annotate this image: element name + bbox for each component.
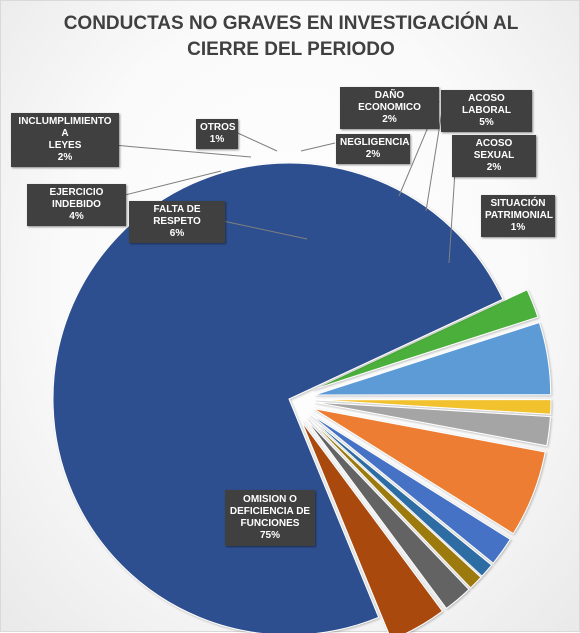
leader-line-falta [222, 220, 308, 240]
pie-slice-omision-o-deficiencia-de-funciones-10 [52, 162, 504, 633]
pie-slice-unlabeled-9 [301, 421, 444, 633]
pie-slice-ejercicio-indebido-8 [305, 418, 470, 610]
label-incumplimiento-leyes: INCLUMPLIMIENTO A LEYES 2% [11, 113, 119, 167]
label-omision-deficiencia: OMISION O DEFICIENCIA DE FUNCIONES 75% [225, 490, 315, 546]
pie-slice-acoso-sexual-0 [312, 289, 539, 390]
pie-slice-situacion-patrimonial-2 [314, 399, 552, 415]
label-otros: OTROS 1% [196, 119, 238, 149]
label-ejercicio-indebido: EJERCICIO INDEBIDO 4% [27, 184, 126, 226]
pie-slice-dano-economico-3 [314, 401, 551, 447]
label-acoso-laboral: ACOSO LABORAL 5% [441, 90, 532, 132]
chart-title: CONDUCTAS NO GRAVES EN INVESTIGACIÓN AL … [61, 11, 521, 63]
pie-slice-acoso-laboral-1 [314, 321, 552, 396]
chart-title-line-2: CIERRE DEL PERIODO [187, 39, 395, 60]
label-negligencia: NEGLIGENCIA 2% [336, 134, 410, 164]
label-acoso-sexual: ACOSO SEXUAL 2% [452, 135, 536, 177]
pie-slice-falta-de-respeto-4 [312, 407, 546, 535]
leader-line-acoso-laboral [425, 104, 444, 212]
pie-slice-negligencia-5 [309, 413, 511, 564]
leader-line-incumplimiento [112, 144, 252, 158]
label-situacion-patrimonial: SITUACIÓN PATRIMONIAL 1% [481, 195, 555, 237]
leader-line-negligencia [300, 142, 336, 152]
leader-line-ejercicio [112, 170, 222, 199]
pie-slice-inclumplimiento-a-leyes-7 [307, 416, 482, 589]
chart-title-line-1: CONDUCTAS NO GRAVES EN INVESTIGACIÓN AL [63, 13, 519, 34]
label-falta-de-respeto: FALTA DE RESPETO 6% [129, 201, 225, 243]
label-dano-economico: DAÑO ECONOMICO 2% [340, 87, 439, 129]
pie-slice-otros-6 [308, 415, 493, 577]
